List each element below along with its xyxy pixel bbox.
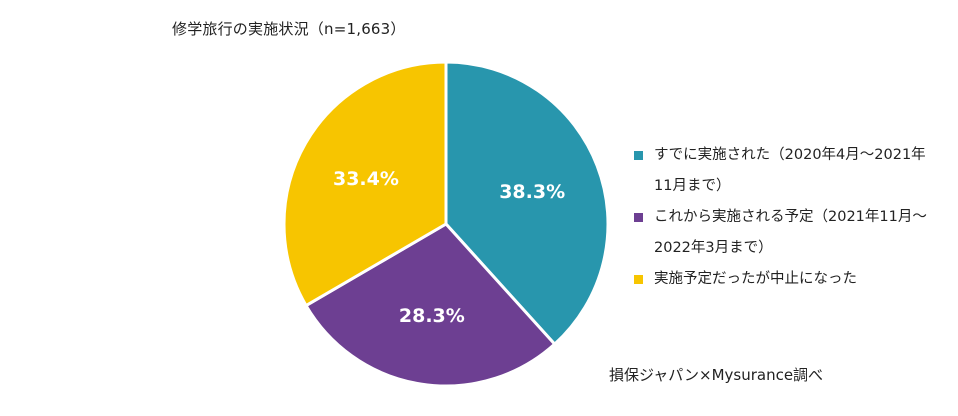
slice-done-label: 38.3% xyxy=(499,181,565,203)
slice-cancelled-label: 33.4% xyxy=(333,168,399,190)
source-note: 損保ジャパン×Mysurance調べ xyxy=(609,366,824,384)
slice-cancelled xyxy=(282,60,448,308)
legend-swatch-done xyxy=(634,151,643,160)
legend-label-cancelled: 実施予定だったが中止になった xyxy=(654,271,857,287)
legend: すでに実施された（2020年4月〜2021年11月まで） これから実施される予定… xyxy=(634,140,934,295)
chart-title: 修学旅行の実施状況（n=1,663） xyxy=(172,20,406,38)
legend-label-planned: これから実施される予定（2021年11月〜2022年3月まで） xyxy=(654,209,927,256)
legend-item-done: すでに実施された（2020年4月〜2021年11月まで） xyxy=(634,140,934,202)
slice-planned xyxy=(304,222,557,388)
legend-swatch-planned xyxy=(634,213,643,222)
legend-item-cancelled: 実施予定だったが中止になった xyxy=(634,264,934,295)
legend-item-planned: これから実施される予定（2021年11月〜2022年3月まで） xyxy=(634,202,934,264)
slice-done xyxy=(444,60,610,346)
legend-swatch-cancelled xyxy=(634,275,643,284)
slice-planned-label: 28.3% xyxy=(399,305,465,327)
legend-label-done: すでに実施された（2020年4月〜2021年11月まで） xyxy=(654,147,926,194)
